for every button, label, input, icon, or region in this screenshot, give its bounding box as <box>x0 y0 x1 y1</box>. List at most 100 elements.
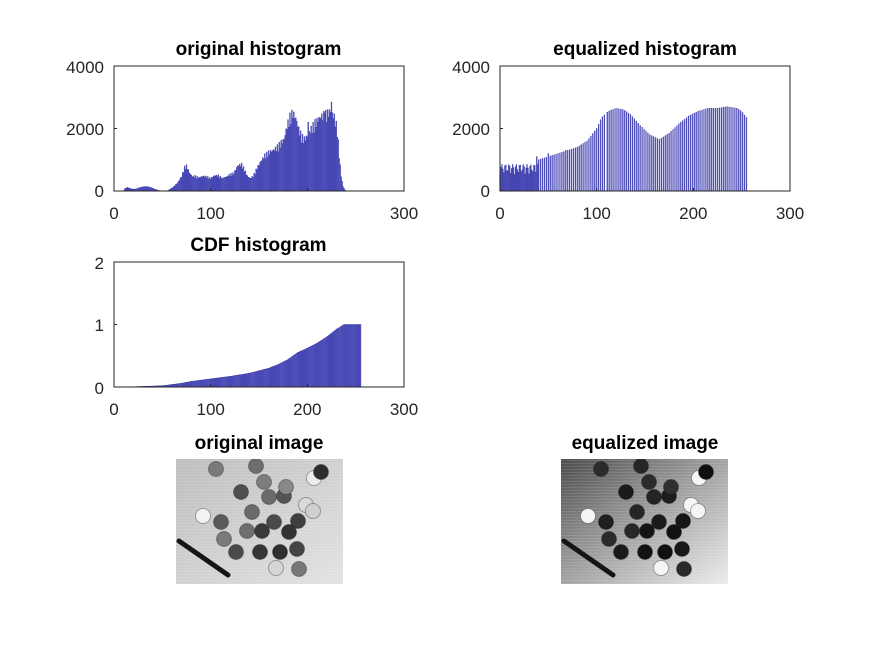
bar <box>584 142 586 192</box>
bar <box>246 175 249 192</box>
bar <box>534 165 536 192</box>
bar <box>141 186 143 192</box>
bar <box>526 164 528 192</box>
bar <box>693 113 695 192</box>
coin <box>657 544 673 560</box>
bar <box>204 177 206 192</box>
bar <box>215 174 218 192</box>
coin <box>252 544 268 560</box>
bar <box>248 177 250 192</box>
bar <box>241 168 244 192</box>
ytick-label: 2000 <box>452 120 490 139</box>
coin <box>313 464 329 480</box>
bar <box>231 175 233 192</box>
coin <box>675 513 691 529</box>
bar <box>626 111 628 192</box>
bar <box>195 178 197 192</box>
bar <box>709 108 711 192</box>
bar <box>211 177 214 192</box>
bar <box>286 129 288 192</box>
bar <box>183 165 186 192</box>
bar <box>627 112 630 192</box>
bar <box>603 114 605 192</box>
bar <box>342 186 344 192</box>
bar <box>606 112 608 192</box>
bar <box>691 113 693 192</box>
bar <box>639 125 641 192</box>
bar <box>714 108 717 192</box>
coin <box>261 489 277 505</box>
coin <box>624 523 640 539</box>
bar <box>260 161 262 192</box>
bar <box>251 176 253 192</box>
bar <box>530 164 532 192</box>
bar <box>549 155 551 192</box>
bar <box>243 171 246 192</box>
ytick-label: 4000 <box>66 58 104 77</box>
bar <box>506 170 508 192</box>
bar <box>529 166 531 192</box>
bar <box>314 119 316 192</box>
coin <box>291 561 307 577</box>
bar <box>321 113 323 192</box>
bar <box>522 164 524 192</box>
bar <box>333 113 336 192</box>
bar <box>742 112 744 192</box>
bar <box>670 131 672 192</box>
bar <box>250 178 252 192</box>
bar <box>531 169 533 192</box>
bar <box>629 114 632 192</box>
bar <box>327 116 330 192</box>
bar <box>305 135 307 192</box>
bar <box>695 112 697 192</box>
bar <box>635 120 637 192</box>
bar <box>341 181 343 192</box>
bars-cdf-histogram <box>123 324 362 388</box>
bar <box>191 177 193 192</box>
bar <box>511 168 513 192</box>
bar <box>145 186 147 192</box>
bar <box>616 108 618 192</box>
ytick-label: 0 <box>481 182 490 201</box>
bar <box>521 169 523 192</box>
bar <box>194 175 196 192</box>
bar <box>336 137 338 192</box>
bar <box>176 183 178 192</box>
bar <box>569 149 571 192</box>
bar <box>269 150 272 192</box>
bar <box>624 110 626 192</box>
bar <box>316 117 318 192</box>
bar <box>666 134 668 192</box>
bar <box>645 130 647 192</box>
bar <box>226 175 228 192</box>
bar <box>339 164 341 192</box>
bar <box>610 109 612 192</box>
bar <box>620 108 622 192</box>
bar <box>500 166 502 192</box>
bar <box>320 118 322 192</box>
bar <box>538 159 540 192</box>
bar <box>261 160 263 192</box>
bar <box>150 187 152 192</box>
bar <box>736 108 738 192</box>
coin <box>674 541 690 557</box>
bar <box>730 107 732 192</box>
ytick-label: 0 <box>95 182 104 201</box>
ytick-label: 2000 <box>66 120 104 139</box>
pen <box>561 538 616 578</box>
coin <box>666 524 682 540</box>
bar <box>257 165 259 192</box>
coin <box>281 524 297 540</box>
bar <box>291 109 293 192</box>
bar <box>505 164 507 192</box>
bar <box>329 112 332 192</box>
bar <box>586 140 588 192</box>
coin <box>213 514 229 530</box>
ticks-cdf-histogram <box>113 261 405 388</box>
bar <box>214 175 217 192</box>
bar <box>253 173 255 192</box>
bar <box>181 176 183 192</box>
bar <box>220 178 222 192</box>
bar <box>263 158 265 192</box>
bar <box>270 151 273 192</box>
